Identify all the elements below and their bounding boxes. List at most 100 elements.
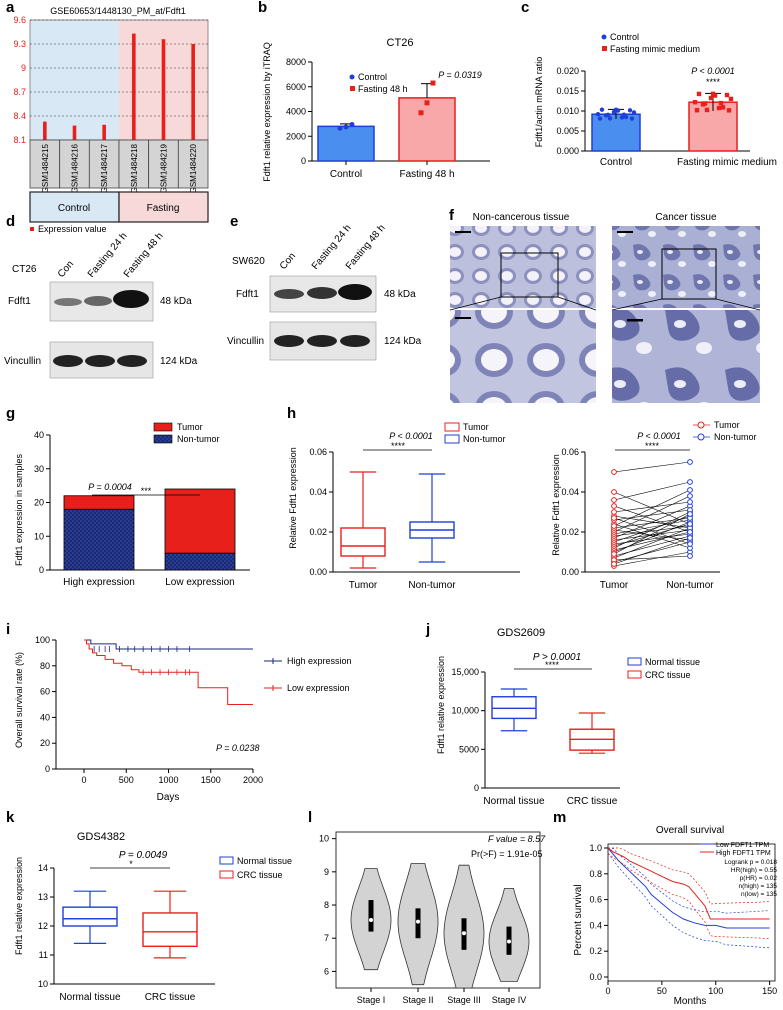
panel-g-bar-nontumor [63, 508, 135, 571]
panel-h2-point-nontumor [687, 493, 693, 499]
panel-h2-pair-line [613, 523, 691, 549]
panel-k-ytick-label: 14 [38, 863, 48, 873]
panel-a-legend-swatch [30, 227, 34, 231]
panel-h2-ytick-label: 0.02 [561, 527, 579, 537]
panel-b-ytick-label: 4000 [286, 107, 306, 117]
panel-i-ytick-label: 100 [35, 635, 50, 645]
panel-e-lane-label: Con [278, 251, 298, 272]
panel-c-point [595, 112, 601, 117]
panel-g-bar-nontumor [164, 552, 236, 571]
panel-g-ytick-label: 30 [34, 464, 44, 474]
panel-e-band-vinc-2 [307, 335, 337, 347]
panel-i-legend-low: Low expression [287, 683, 350, 693]
panel-c-point [702, 101, 708, 106]
panel-i-legend-high: High expression [287, 656, 352, 666]
panel-a-category-label: GSM1484219 [160, 143, 169, 193]
panel-label-f: f [449, 207, 455, 224]
panel-i-ytick-label: 80 [40, 661, 50, 671]
panel-b-ytick-label: 6000 [286, 82, 306, 92]
panel-k-box [62, 906, 118, 927]
panel-k-legend-crc-swatch [219, 870, 234, 879]
panel-b-legend-fasting: Fasting 48 h [358, 84, 408, 94]
panel-j-legend-crc-swatch [627, 670, 642, 679]
panel-m-curve [607, 847, 770, 920]
panel-i-xtick-label: 0 [81, 775, 86, 785]
panel-h2-point-nontumor [687, 479, 693, 485]
panel-e-band-vinc-1 [274, 335, 304, 347]
panel-l-ytick-label: 10 [319, 834, 329, 844]
panel-i-pvalue: P = 0.0238 [216, 743, 259, 753]
panel-m-curve [607, 847, 770, 929]
panel-c-ylabel: Fdft1/actin mRNA ratio [534, 57, 544, 148]
panel-i-curve [84, 639, 253, 650]
panel-g-ytick-label: 40 [34, 430, 44, 440]
panel-label-a: a [6, 0, 15, 16]
panel-f-ihc-cancer-high [612, 310, 760, 403]
panel-l-xtick-label: Stage I [357, 995, 386, 1005]
panel-g-bars: High expression Low expression [63, 488, 236, 588]
panel-l-axes: 6 7 8 9 10 [319, 831, 541, 989]
panel-c-point [710, 91, 716, 97]
panel-h2-pair-line [613, 527, 691, 559]
panel-i-ytick-label: 20 [40, 738, 50, 748]
panel-m-ylabel: Percent survival [573, 884, 584, 955]
panel-j-legend-normal: Normal tissue [645, 657, 700, 667]
panel-h2-point-nontumor [687, 499, 693, 505]
panel-h2-point-nontumor [687, 511, 693, 517]
panel-g-legend-tumor: Tumor [177, 422, 203, 432]
panel-a-ytick-label: 9.3 [13, 39, 26, 49]
panel-a-ytick-label: 8.7 [13, 87, 26, 97]
panel-m-ytick-label: 0.4 [589, 920, 602, 930]
panel-f-ihc-noncancer-high [450, 310, 596, 403]
panel-h1-ylabel: Relative Fdft1 expression [288, 447, 298, 549]
panel-c-legend-control: Control [610, 32, 639, 42]
panel-l-ytick-label: 8 [324, 900, 329, 910]
panel-k-legend-normal: Normal tissue [237, 856, 292, 866]
panel-h1-legend-nontumor: Non-tumor [463, 434, 506, 444]
panel-k-boxes: Normal tissue CRC tissue [59, 890, 198, 1003]
panel-h2-point-nontumor [687, 535, 693, 541]
panel-b-point [430, 80, 436, 86]
panel-h-box: Relative Fdft1 expression 0.000.020.040.… [288, 422, 520, 591]
panel-h2-point-tumor [611, 523, 617, 529]
panel-j-ytick-label: 15,000 [451, 667, 479, 677]
panel-c-point [728, 96, 734, 102]
panel-l-ytick-label: 7 [324, 933, 329, 943]
panel-k: GDS4382 Fdft1 relative expression 10 11 12… [14, 831, 292, 1003]
panel-h1-ytick-label: 0.00 [309, 567, 327, 577]
panel-h2-ytick-label: 0.04 [561, 487, 579, 497]
panel-a-bar [43, 121, 47, 140]
panel-a-category-label: GSM1484216 [71, 143, 80, 193]
panel-e-band-vinc-3 [340, 335, 370, 347]
panel-c-point [694, 108, 700, 113]
panel-a-category-box [148, 139, 179, 189]
panel-j-title: GDS2609 [497, 627, 545, 639]
panel-a-category-label: GSM1484215 [41, 143, 50, 193]
panel-i: Overall survival rate (%) Days 0 20 40 60 80… [14, 635, 352, 803]
panel-f-zoom-line [449, 296, 502, 311]
panel-c: Fdft1/actin mRNA ratio 0.000 0.005 0.010 0.… [534, 32, 777, 168]
panel-m-axes: 0.0 0.2 0.4 0.6 0.8 1.0 0 50 100 150 [589, 843, 777, 996]
panel-m-ci-upper [607, 847, 770, 914]
panel-g-legend-nontumor-swatch [153, 434, 173, 444]
panel-h2-legend-tumor: Tumor [714, 420, 740, 430]
panel-h2-point-tumor [611, 497, 617, 503]
panel-e-size-fdft1: 48 kDa [384, 289, 416, 300]
panel-h2-axes: 0.00 0.02 0.04 0.06 [561, 447, 720, 577]
panel-a-title: GSE60653/1448130_PM_at/Fdft1 [50, 6, 186, 16]
panel-h2-point-tumor [611, 551, 617, 557]
panel-m-stat-hr: HR(high) = 0.55 [731, 867, 777, 874]
panel-g-significance: *** [141, 486, 152, 496]
panel-k-xtick-label: CRC tissue [145, 992, 196, 1003]
panel-j-legend-normal-swatch [627, 657, 642, 666]
panel-k-legend-crc: CRC tissue [237, 870, 283, 880]
panel-h1-legend-nontumor-swatch [444, 434, 460, 444]
panel-a-ytick-label: 8.4 [13, 111, 26, 121]
panel-k-box [142, 912, 198, 948]
panel-d-cell: CT26 [12, 264, 37, 275]
panel-f-zoom-line [557, 296, 597, 311]
panel-g-bar-tumor [164, 488, 236, 554]
